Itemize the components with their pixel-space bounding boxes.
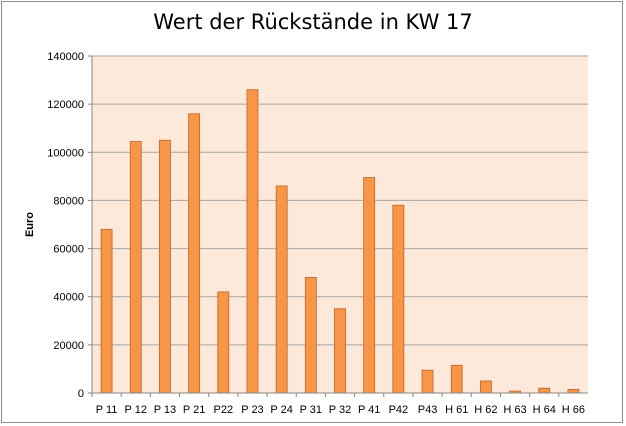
x-tick-label: P 24 xyxy=(270,404,292,416)
bar xyxy=(188,113,201,394)
x-tick-label: P 23 xyxy=(241,404,263,416)
x-tick-label: H 64 xyxy=(533,404,556,416)
y-tick-label: 60000 xyxy=(53,244,84,256)
bar xyxy=(334,308,346,394)
x-tick-label: P 41 xyxy=(358,404,380,416)
bar xyxy=(363,177,376,394)
x-tick-label: P 12 xyxy=(125,404,147,416)
bar xyxy=(100,228,113,394)
bar xyxy=(304,277,317,394)
x-tick-label: P 32 xyxy=(329,404,351,416)
bar xyxy=(450,364,463,394)
y-tick-label: 20000 xyxy=(53,340,84,352)
x-axis-ticks: P 11 P 12 P 13 P 21 P22 P 23 P 24 P 31 P 32 P 41 P… xyxy=(91,393,585,416)
bar xyxy=(421,369,434,394)
y-tick-label: 100000 xyxy=(47,147,84,159)
x-tick-label: P43 xyxy=(418,404,438,416)
gridlines xyxy=(92,55,588,346)
x-tick-label: H 66 xyxy=(562,404,585,416)
bar xyxy=(567,388,580,394)
x-tick-label: H 63 xyxy=(503,404,526,416)
y-axis-label: Euro xyxy=(24,212,36,237)
bar xyxy=(246,89,259,394)
y-tick-label: 80000 xyxy=(53,195,84,207)
x-tick-label: P 13 xyxy=(154,404,176,416)
x-tick-label: P 31 xyxy=(300,404,322,416)
bar xyxy=(129,141,142,394)
bar xyxy=(392,204,405,394)
chart-title: Wert der Rückstände in KW 17 xyxy=(153,10,473,34)
x-tick-label: H 62 xyxy=(474,404,497,416)
x-tick-label: P 11 xyxy=(96,404,118,416)
y-tick-label: 40000 xyxy=(53,292,84,304)
x-tick-label: P 21 xyxy=(183,404,205,416)
bars xyxy=(100,89,580,394)
y-tick-label: 140000 xyxy=(47,51,84,63)
y-tick-label: 120000 xyxy=(47,99,84,111)
x-tick-label: P22 xyxy=(214,404,234,416)
bar xyxy=(275,185,288,394)
bar xyxy=(159,139,171,394)
bar xyxy=(217,291,230,394)
y-axis-ticks: 0 20000 40000 60000 80000 100000 120000 140000 xyxy=(47,51,92,400)
x-tick-label: P42 xyxy=(389,404,409,416)
y-tick-label: 0 xyxy=(78,388,84,400)
bar xyxy=(538,387,551,394)
x-tick-label: H 61 xyxy=(445,404,468,416)
bar xyxy=(479,380,492,394)
